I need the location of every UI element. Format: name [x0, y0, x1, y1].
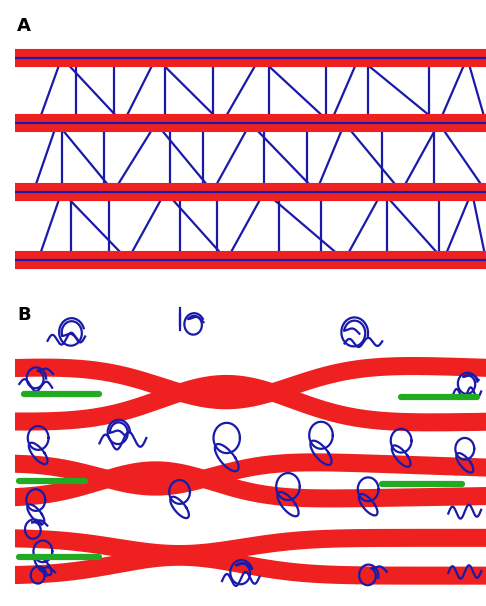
Text: B: B	[17, 305, 31, 324]
Text: A: A	[17, 17, 31, 35]
